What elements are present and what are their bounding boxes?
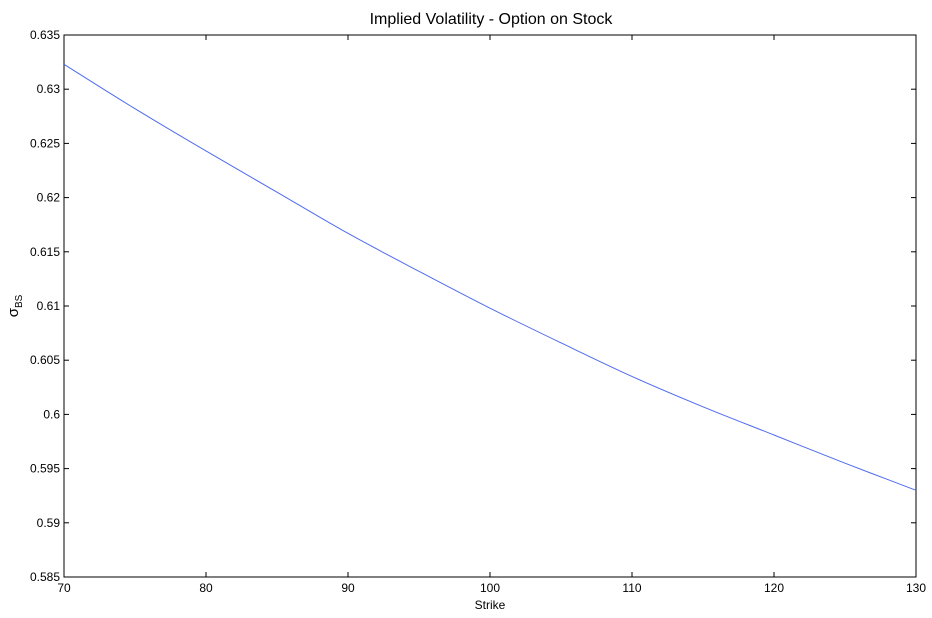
y-tick-label: 0.61 xyxy=(37,299,61,313)
y-tick-label: 0.635 xyxy=(30,28,60,42)
x-axis-label: Strike xyxy=(475,598,506,612)
y-tick-label: 0.625 xyxy=(30,136,60,150)
y-axis-label-group: σBS xyxy=(5,294,25,317)
y-tick-label: 0.62 xyxy=(37,191,61,205)
x-tick-label: 100 xyxy=(480,581,500,595)
y-axis-label: σ xyxy=(5,307,22,317)
y-axis-label-subscript: BS xyxy=(14,294,25,308)
chart-title: Implied Volatility - Option on Stock xyxy=(370,11,614,28)
y-axis: 0.585 0.59 0.595 0.6 0.605 0.61 0.615 0.62 0.625… xyxy=(30,28,916,584)
x-tick-label: 90 xyxy=(341,581,355,595)
x-tick-label: 80 xyxy=(199,581,213,595)
y-tick-label: 0.595 xyxy=(30,462,60,476)
y-tick-label: 0.605 xyxy=(30,353,60,367)
y-tick-label: 0.6 xyxy=(43,407,60,421)
y-tick-label: 0.585 xyxy=(30,570,60,584)
x-tick-label: 130 xyxy=(906,581,926,595)
plot-area xyxy=(63,34,917,578)
x-tick-label: 70 xyxy=(57,581,71,595)
series-line xyxy=(63,63,917,491)
svg-text:σBS: σBS xyxy=(5,294,25,317)
x-tick-label: 120 xyxy=(764,581,784,595)
y-tick-label: 0.615 xyxy=(30,245,60,259)
x-axis: 70 80 90 100 110 120 130 xyxy=(57,35,926,595)
y-tick-label: 0.59 xyxy=(37,516,61,530)
x-tick-label: 110 xyxy=(622,581,641,595)
y-tick-label: 0.63 xyxy=(37,82,61,96)
